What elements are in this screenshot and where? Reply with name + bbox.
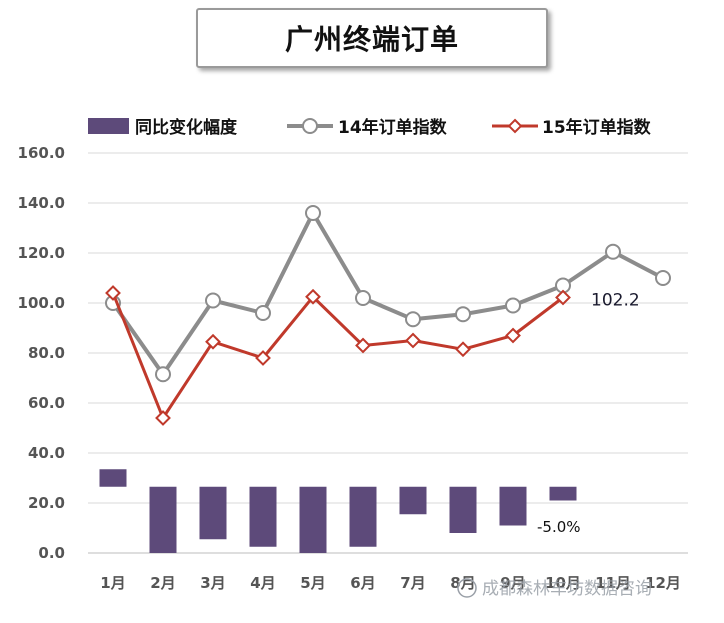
y-tick-label: 0.0 — [38, 544, 65, 562]
data-point — [405, 332, 421, 349]
data-point — [105, 285, 121, 301]
series-line — [111, 292, 564, 420]
data-point — [155, 366, 171, 383]
data-point — [305, 205, 321, 221]
data-label: -5.0% — [537, 518, 581, 536]
legend-label: 同比变化幅度 — [135, 117, 238, 138]
annotations: 102.2 -5.0% — [537, 291, 640, 537]
y-tick-label: 140.0 — [18, 194, 65, 212]
bar — [399, 486, 427, 515]
y-tick-label: 100.0 — [18, 294, 65, 312]
chart-title: 广州终端订单 — [284, 23, 459, 56]
legend-marker — [507, 118, 523, 134]
x-tick-label: 3月 — [200, 574, 225, 592]
data-point — [255, 305, 271, 321]
x-tick-label: 7月 — [400, 574, 425, 592]
grid-lines — [88, 152, 688, 554]
x-tick-label: 5月 — [300, 574, 325, 592]
legend-label: 14年订单指数 — [338, 117, 448, 138]
watermark-group: 成都森林车坊数据咨询 — [457, 578, 652, 599]
y-axis-ticks: 0.0 20.0 40.0 60.0 80.0 100.0 120.0 140.0 160.0 — [18, 144, 65, 562]
data-point — [355, 290, 371, 306]
data-point — [255, 350, 271, 366]
data-point — [355, 337, 371, 354]
legend-label: 15年订单指数 — [542, 117, 652, 138]
x-tick-label: 9月 — [500, 574, 525, 592]
bar — [299, 486, 327, 553]
legend-marker — [302, 118, 318, 134]
x-tick-label: 1月 — [100, 574, 125, 592]
bar — [199, 486, 227, 540]
bar — [349, 486, 377, 547]
data-point — [555, 289, 571, 306]
bar — [549, 486, 577, 501]
data-point — [405, 311, 421, 328]
data-label: 102.2 — [591, 291, 640, 311]
bar-series — [99, 469, 577, 553]
y-tick-label: 60.0 — [28, 394, 65, 412]
watermark-text: 成都森林车坊数据咨询 — [482, 579, 652, 599]
legend-bar-swatch — [88, 118, 129, 134]
bar — [449, 486, 477, 533]
y-tick-label: 40.0 — [28, 444, 65, 462]
y-tick-label: 120.0 — [18, 244, 65, 262]
data-point — [505, 297, 521, 314]
data-point — [605, 243, 621, 260]
data-point — [305, 288, 321, 305]
data-point — [505, 327, 521, 344]
bar — [249, 486, 277, 547]
data-point — [205, 333, 221, 350]
legend: 同比变化幅度 14年订单指数 15年订单指数 — [88, 117, 652, 138]
data-point — [205, 292, 221, 309]
data-point — [455, 306, 471, 323]
x-tick-label: 10月 — [545, 574, 581, 592]
x-tick-label: 11月 — [595, 574, 631, 592]
data-point — [155, 410, 171, 426]
chart-title-box: 广州终端订单 — [196, 8, 548, 68]
y-tick-label: 80.0 — [28, 344, 65, 362]
bar — [499, 486, 527, 526]
data-point — [655, 270, 671, 286]
bar — [99, 469, 127, 487]
series-line — [111, 211, 664, 377]
x-tick-label: 12月 — [645, 574, 681, 592]
y-tick-label: 160.0 — [18, 144, 65, 162]
data-point — [455, 341, 471, 358]
x-tick-label: 6月 — [350, 574, 375, 592]
x-tick-label: 4月 — [250, 574, 275, 592]
line-series — [105, 205, 671, 426]
wechat-icon — [457, 578, 477, 598]
x-axis-ticks: 1月 2月 3月 4月 5月 6月 7月 8月 9月 10月 11月 12月 — [100, 574, 681, 592]
x-tick-label: 8月 — [450, 574, 475, 592]
y-tick-label: 20.0 — [28, 494, 65, 512]
x-tick-label: 2月 — [150, 574, 175, 592]
bar — [149, 486, 177, 553]
